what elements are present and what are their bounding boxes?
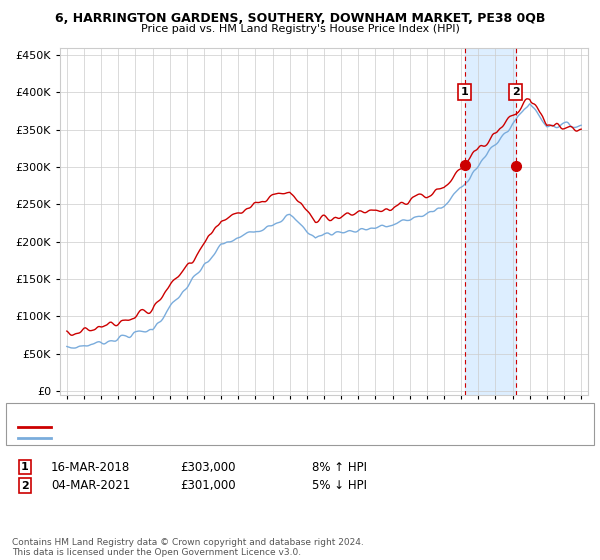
- Text: 16-MAR-2018: 16-MAR-2018: [51, 460, 130, 474]
- Text: 8% ↑ HPI: 8% ↑ HPI: [312, 460, 367, 474]
- Text: 1: 1: [461, 87, 469, 97]
- Text: £303,000: £303,000: [180, 460, 235, 474]
- Text: 04-MAR-2021: 04-MAR-2021: [51, 479, 130, 492]
- Text: 5% ↓ HPI: 5% ↓ HPI: [312, 479, 367, 492]
- Text: Price paid vs. HM Land Registry's House Price Index (HPI): Price paid vs. HM Land Registry's House …: [140, 24, 460, 34]
- Text: 2: 2: [21, 480, 29, 491]
- Text: HPI: Average price, detached house, King's Lynn and West Norfolk: HPI: Average price, detached house, King…: [54, 433, 377, 443]
- Text: Contains HM Land Registry data © Crown copyright and database right 2024.
This d: Contains HM Land Registry data © Crown c…: [12, 538, 364, 557]
- Bar: [465, 48, 515, 395]
- Text: £301,000: £301,000: [180, 479, 236, 492]
- Text: 1: 1: [21, 462, 29, 472]
- Text: 6, HARRINGTON GARDENS, SOUTHERY, DOWNHAM MARKET, PE38 0QB: 6, HARRINGTON GARDENS, SOUTHERY, DOWNHAM…: [55, 12, 545, 25]
- Text: 6, HARRINGTON GARDENS, SOUTHERY, DOWNHAM MARKET, PE38 0QB (detached house): 6, HARRINGTON GARDENS, SOUTHERY, DOWNHAM…: [54, 422, 490, 432]
- Text: 2: 2: [512, 87, 520, 97]
